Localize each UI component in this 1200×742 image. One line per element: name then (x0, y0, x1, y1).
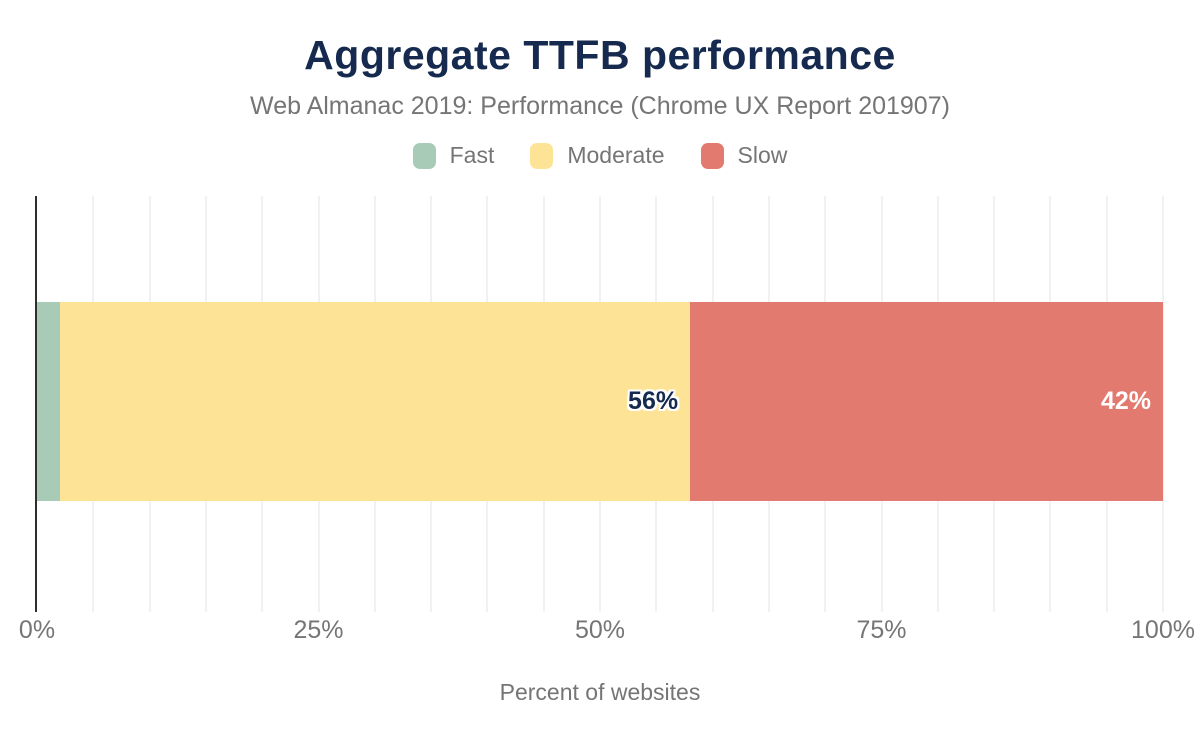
legend: Fast Moderate Slow (0, 142, 1200, 169)
legend-item-slow[interactable]: Slow (700, 142, 788, 169)
bar-value-label: 56% (628, 387, 679, 415)
stacked-bar: 2%56%42% (37, 302, 1163, 501)
x-axis-ticks: 0% 25% 50% 75% 100% (19, 616, 1195, 646)
legend-item-fast[interactable]: Fast (412, 142, 495, 169)
chart-subtitle: Web Almanac 2019: Performance (Chrome UX… (250, 92, 950, 120)
legend-swatch-icon (700, 142, 724, 169)
legend-item-moderate[interactable]: Moderate (530, 142, 665, 169)
chart-title: Aggregate TTFB performance (304, 32, 896, 78)
bar-segment-fast[interactable] (37, 302, 60, 501)
x-tick-label: 75% (856, 616, 907, 644)
x-tick-label: 50% (574, 616, 626, 644)
gridline (1162, 196, 1164, 612)
x-tick-label: 100% (1131, 616, 1195, 644)
plot-area: 2%56%42% (35, 196, 1164, 612)
x-axis-title: Percent of websites (499, 679, 701, 705)
legend-swatch-icon (412, 142, 436, 169)
bar-value-label: 42% (1100, 387, 1151, 415)
bar-segment-moderate[interactable] (59, 302, 691, 501)
y-axis-line (35, 196, 37, 612)
legend-label: Moderate (567, 142, 665, 168)
x-tick-label: 0% (18, 616, 56, 644)
legend-swatch-icon (530, 142, 554, 169)
legend-label: Fast (449, 142, 495, 168)
bar-segment-slow[interactable] (690, 302, 1163, 501)
legend-label: Slow (737, 142, 788, 168)
x-tick-label: 25% (293, 616, 344, 644)
